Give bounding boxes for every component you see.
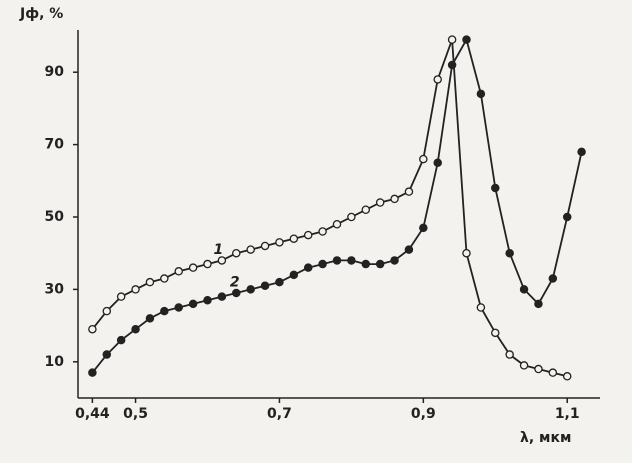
marker (188, 263, 198, 272)
marker (577, 147, 586, 157)
marker (188, 299, 198, 309)
y-axis-label: Jф, % (19, 6, 63, 22)
curve-label: 1 (214, 242, 224, 258)
marker (131, 324, 140, 334)
marker (390, 194, 399, 204)
marker (232, 248, 241, 258)
marker (447, 60, 457, 70)
marker (562, 372, 572, 381)
marker (145, 277, 155, 287)
marker (332, 219, 342, 229)
marker (361, 205, 371, 215)
marker (404, 245, 414, 254)
marker (462, 35, 471, 44)
marker (361, 259, 371, 269)
marker (476, 303, 486, 312)
curve-label: 2 (230, 275, 240, 291)
marker (505, 248, 514, 258)
marker (419, 154, 428, 164)
marker (88, 368, 97, 377)
marker (447, 35, 457, 44)
x-tick-label: 0,44 (75, 406, 110, 422)
marker (519, 361, 529, 370)
marker (303, 230, 313, 240)
marker (246, 245, 255, 254)
marker (131, 285, 140, 294)
marker (433, 158, 442, 167)
marker (548, 368, 558, 377)
x-tick-label: 1,1 (555, 406, 580, 422)
line (91, 38, 568, 378)
x-tick-label: 0,7 (267, 406, 292, 422)
y-tick-label: 50 (45, 209, 65, 225)
x-tick-label: 0,9 (411, 406, 436, 422)
marker (174, 303, 183, 312)
marker (519, 285, 529, 294)
marker (318, 259, 327, 269)
marker (404, 187, 414, 196)
marker (102, 350, 112, 359)
marker (102, 306, 112, 316)
marker (217, 292, 227, 301)
marker (145, 314, 155, 323)
marker (462, 248, 471, 258)
marker (303, 263, 313, 272)
marker (534, 299, 543, 309)
x-axis-label: λ, мкм (520, 430, 571, 446)
marker (203, 296, 212, 305)
marker (534, 364, 543, 374)
marker (390, 256, 399, 265)
marker (375, 259, 385, 269)
marker (505, 350, 514, 359)
marker (419, 223, 428, 233)
marker (246, 285, 255, 294)
marker (375, 198, 385, 207)
marker (275, 238, 284, 247)
marker (160, 306, 169, 316)
marker (548, 274, 558, 283)
marker (491, 183, 500, 193)
marker (232, 288, 241, 298)
marker (347, 212, 356, 222)
y-tick-label: 90 (45, 64, 65, 80)
marker (88, 324, 97, 334)
marker (217, 256, 227, 265)
marker (116, 292, 126, 301)
marker (160, 274, 169, 283)
marker (203, 259, 212, 269)
marker (289, 234, 299, 243)
x-tick-label: 0,5 (123, 406, 148, 422)
marker (562, 212, 572, 222)
marker (332, 256, 342, 265)
marker (476, 89, 486, 99)
marker (116, 335, 126, 345)
marker (174, 267, 183, 276)
marker (347, 256, 356, 265)
y-tick-label: 70 (45, 137, 65, 153)
y-tick-label: 30 (45, 281, 65, 297)
marker (289, 270, 299, 280)
marker (260, 281, 270, 291)
marker (491, 328, 500, 338)
y-tick-label: 10 (45, 354, 65, 370)
marker (433, 75, 442, 84)
marker (260, 241, 270, 251)
marker (275, 277, 284, 287)
marker (318, 227, 327, 236)
